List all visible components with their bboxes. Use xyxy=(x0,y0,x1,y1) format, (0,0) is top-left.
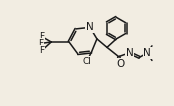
Text: F: F xyxy=(38,39,43,48)
Text: N: N xyxy=(86,22,94,32)
Text: N: N xyxy=(126,48,133,58)
Text: F: F xyxy=(39,32,45,41)
Text: N: N xyxy=(143,48,151,58)
Text: Cl: Cl xyxy=(82,57,91,66)
Text: O: O xyxy=(117,59,125,69)
Text: F: F xyxy=(39,46,45,55)
